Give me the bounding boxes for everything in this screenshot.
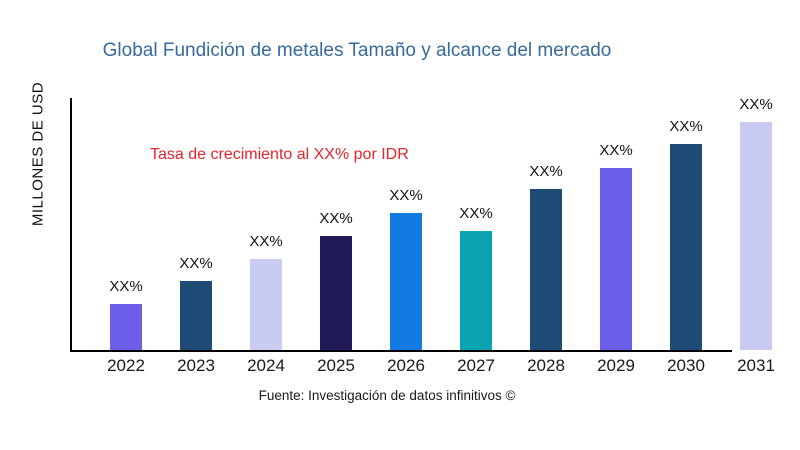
bar-2027 [460, 231, 492, 350]
x-tick-label-2025: 2025 [317, 356, 355, 375]
bar-2026 [390, 213, 422, 350]
bar-2031 [740, 122, 772, 350]
bar-value-label-2025: XX% [319, 210, 353, 227]
x-tick-label-2026: 2026 [387, 356, 425, 375]
bar-2028 [530, 189, 562, 350]
x-tick-label-2030: 2030 [667, 356, 705, 375]
bar-value-label-2024: XX% [249, 233, 283, 250]
bar-value-label-2022: XX% [109, 278, 143, 295]
x-tick-label-2029: 2029 [597, 356, 635, 375]
bar-2025 [320, 236, 352, 350]
bar-value-label-2029: XX% [599, 142, 633, 159]
x-axis-line [70, 350, 732, 352]
bar-2022 [110, 304, 142, 350]
x-tick-label-2022: 2022 [107, 356, 145, 375]
bar-2029 [600, 168, 632, 350]
bar-value-label-2028: XX% [529, 163, 563, 180]
bar-value-label-2026: XX% [389, 187, 423, 204]
x-tick-label-2027: 2027 [457, 356, 495, 375]
bar-value-label-2031: XX% [739, 96, 773, 113]
bar-value-label-2030: XX% [669, 118, 703, 135]
chart-title: Global Fundición de metales Tamaño y alc… [102, 40, 612, 61]
bar-2024 [250, 259, 282, 350]
source-caption: Fuente: Investigación de datos infinitiv… [258, 388, 516, 403]
x-tick-label-2028: 2028 [527, 356, 565, 375]
x-tick-label-2024: 2024 [247, 356, 285, 375]
growth-rate-annotation: Tasa de crecimiento al XX% por IDR [150, 146, 409, 163]
bar-2023 [180, 281, 212, 350]
bar-value-label-2023: XX% [179, 255, 213, 272]
y-axis-label: MILLONES DE USD [29, 81, 47, 227]
y-axis-line [70, 98, 72, 352]
x-tick-label-2031: 2031 [737, 356, 775, 375]
x-tick-label-2023: 2023 [177, 356, 215, 375]
bar-2030 [670, 144, 702, 350]
bar-value-label-2027: XX% [459, 205, 493, 222]
